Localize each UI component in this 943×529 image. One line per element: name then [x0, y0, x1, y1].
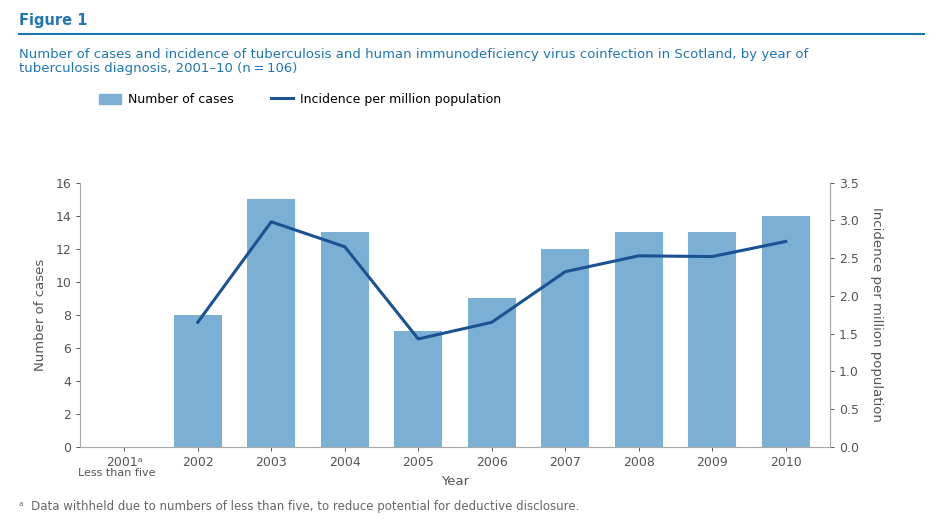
Text: Figure 1: Figure 1 — [19, 13, 88, 28]
Legend: Number of cases, Incidence per million population: Number of cases, Incidence per million p… — [94, 88, 505, 111]
Bar — [394, 331, 442, 447]
Bar — [688, 232, 736, 447]
Bar — [615, 232, 663, 447]
Text: tuberculosis diagnosis, 2001–10 (n = 106): tuberculosis diagnosis, 2001–10 (n = 106… — [19, 62, 297, 76]
Text: Less than five: Less than five — [78, 468, 156, 478]
Y-axis label: Incidence per million population: Incidence per million population — [870, 207, 883, 422]
Bar — [247, 199, 295, 447]
Bar — [468, 298, 516, 447]
Bar — [321, 232, 369, 447]
Text: ᵃ  Data withheld due to numbers of less than five, to reduce potential for deduc: ᵃ Data withheld due to numbers of less t… — [19, 500, 579, 513]
Bar — [762, 216, 810, 447]
Y-axis label: Number of cases: Number of cases — [34, 259, 47, 371]
Text: Number of cases and incidence of tuberculosis and human immunodeficiency virus c: Number of cases and incidence of tubercu… — [19, 48, 808, 61]
Bar — [541, 249, 589, 447]
X-axis label: Year: Year — [441, 475, 469, 488]
Bar — [174, 315, 222, 447]
